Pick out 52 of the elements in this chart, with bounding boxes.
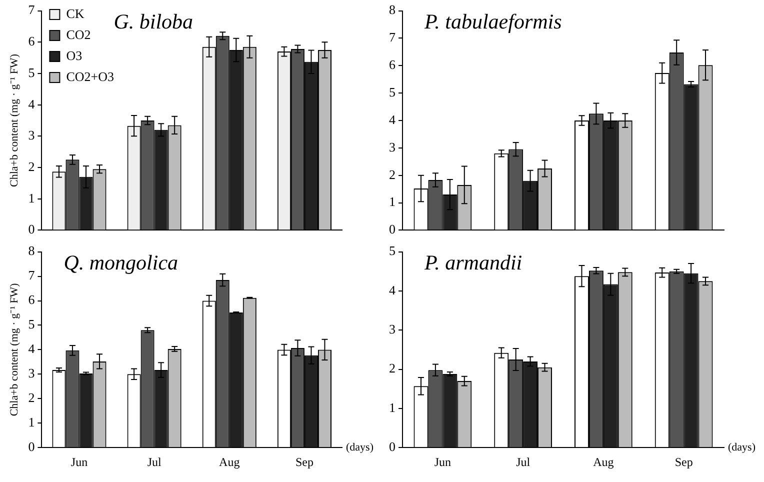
y-tick-label: 5 bbox=[28, 316, 35, 332]
y-tick-label: 8 bbox=[28, 243, 35, 258]
y-tick-label: 1 bbox=[389, 400, 396, 415]
x-tick-label: Sep bbox=[674, 454, 693, 469]
y-axis-title: Chla+b content (mg · g⁻¹ FW) bbox=[8, 282, 20, 416]
y-tick-label: 3 bbox=[28, 366, 35, 381]
x-tick-label: Jun bbox=[434, 454, 452, 469]
y-tick-label: 2 bbox=[389, 166, 396, 182]
y-tick-label: 3 bbox=[28, 128, 35, 143]
y-tick-label: 4 bbox=[28, 341, 36, 356]
chart-title: P. tabulaeformis bbox=[424, 9, 562, 34]
chart-title: G. biloba bbox=[114, 9, 194, 34]
y-tick-label: 7 bbox=[28, 268, 36, 283]
y-tick-label: 5 bbox=[389, 84, 396, 100]
legend-label: CK bbox=[66, 6, 85, 21]
y-tick-label: 4 bbox=[389, 282, 396, 298]
y-tick-label: 4 bbox=[28, 96, 36, 112]
y-tick-label: 1 bbox=[28, 414, 35, 430]
y-tick-label: 2 bbox=[28, 158, 35, 174]
y-tick-label: 5 bbox=[28, 64, 35, 80]
legend-label: CO2+O3 bbox=[66, 68, 114, 84]
y-tick-label: 3 bbox=[389, 322, 396, 337]
x-tick-label: Jun bbox=[70, 454, 88, 469]
legend-label: CO2 bbox=[66, 26, 91, 42]
y-tick-label: 6 bbox=[28, 34, 36, 49]
chart-title: P. armandii bbox=[424, 250, 522, 274]
y-tick-label: 0 bbox=[28, 439, 35, 454]
chart-title: Q. mongolica bbox=[64, 250, 178, 274]
legend-label: O3 bbox=[66, 48, 82, 63]
y-tick-label: 6 bbox=[389, 57, 396, 72]
y-tick-label: 8 bbox=[389, 2, 396, 18]
y-tick-label: 7 bbox=[389, 30, 396, 45]
y-tick-label: 0 bbox=[389, 222, 396, 237]
x-tick-label: Jul bbox=[147, 454, 162, 469]
y-tick-label: 7 bbox=[28, 2, 36, 18]
y-tick-label: 2 bbox=[28, 390, 35, 406]
y-tick-label: 0 bbox=[389, 439, 396, 454]
x-tick-label: Aug bbox=[593, 454, 614, 469]
y-tick-label: 2 bbox=[389, 360, 396, 376]
x-axis-title: (days) bbox=[346, 441, 374, 454]
y-tick-label: 5 bbox=[389, 243, 396, 258]
y-tick-label: 0 bbox=[28, 222, 35, 237]
x-tick-label: Jul bbox=[516, 454, 531, 469]
x-axis-title: (days) bbox=[728, 441, 756, 454]
y-tick-label: 1 bbox=[28, 190, 35, 206]
y-tick-label: 4 bbox=[389, 112, 396, 127]
y-tick-label: 6 bbox=[28, 292, 36, 308]
y-axis-title: Chla+b content (mg · g⁻¹ FW) bbox=[8, 54, 20, 187]
y-tick-label: 3 bbox=[389, 139, 396, 154]
x-tick-label: Aug bbox=[219, 454, 240, 469]
x-tick-label: Sep bbox=[295, 454, 314, 469]
y-tick-label: 1 bbox=[389, 194, 396, 210]
